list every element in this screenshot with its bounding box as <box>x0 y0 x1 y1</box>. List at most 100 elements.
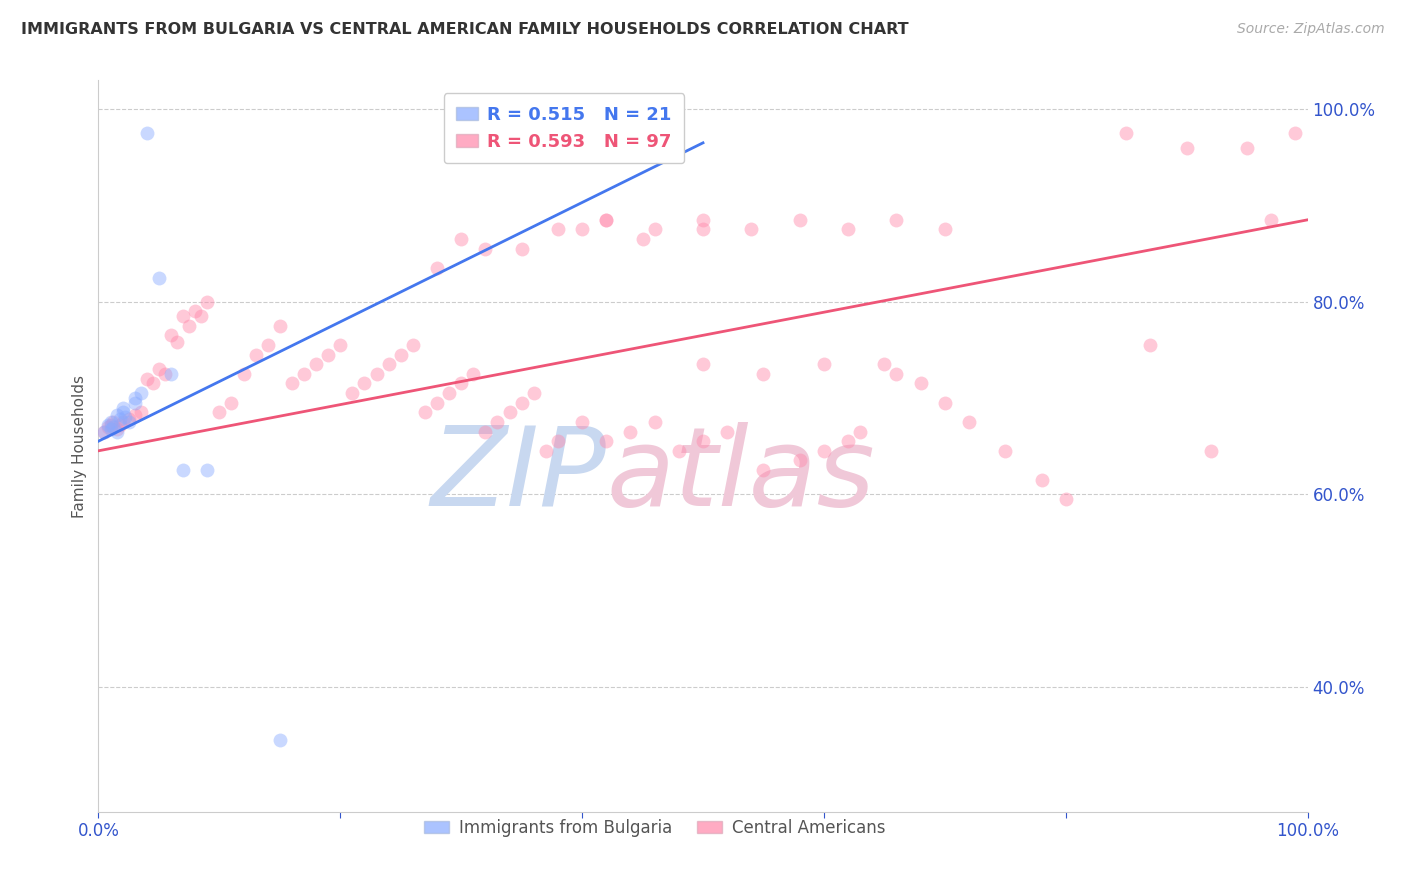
Point <box>692 222 714 236</box>
Point <box>148 270 170 285</box>
Point <box>148 362 170 376</box>
Point <box>118 415 141 429</box>
Point <box>752 463 775 477</box>
Point <box>232 367 254 381</box>
Point <box>450 376 472 391</box>
Point <box>692 434 714 449</box>
Point <box>269 318 291 333</box>
Point <box>1175 141 1198 155</box>
Y-axis label: Family Households: Family Households <box>72 375 87 517</box>
Point <box>595 434 617 449</box>
Point <box>437 386 460 401</box>
Point <box>752 367 775 381</box>
Point <box>100 417 122 432</box>
Point <box>172 309 194 323</box>
Point <box>486 415 509 429</box>
Point <box>281 376 304 391</box>
Point <box>426 395 449 409</box>
Point <box>910 376 932 391</box>
Point <box>108 412 131 426</box>
Point <box>97 417 120 432</box>
Point <box>934 395 956 409</box>
Point <box>366 367 388 381</box>
Point <box>105 422 128 436</box>
Point <box>886 212 908 227</box>
Point <box>547 434 569 449</box>
Point <box>329 338 352 352</box>
Point <box>142 376 165 391</box>
Point <box>111 415 134 429</box>
Point <box>135 126 157 140</box>
Point <box>135 371 157 385</box>
Point <box>190 309 212 323</box>
Point <box>813 357 835 371</box>
Point <box>160 367 183 381</box>
Point <box>873 357 896 371</box>
Point <box>1139 338 1161 352</box>
Point <box>619 425 641 439</box>
Point <box>93 425 115 439</box>
Point <box>389 347 412 362</box>
Point <box>1199 443 1222 458</box>
Point <box>644 415 666 429</box>
Point <box>474 242 496 256</box>
Point <box>402 338 425 352</box>
Point <box>1031 473 1053 487</box>
Point <box>595 212 617 227</box>
Point <box>124 391 146 405</box>
Point <box>129 405 152 419</box>
Point <box>377 357 399 371</box>
Point <box>547 222 569 236</box>
Text: ZIP: ZIP <box>430 422 606 529</box>
Point <box>179 318 201 333</box>
Point <box>93 425 115 439</box>
Point <box>668 443 690 458</box>
Point <box>450 232 472 246</box>
Point <box>172 463 194 477</box>
Legend: Immigrants from Bulgaria, Central Americans: Immigrants from Bulgaria, Central Americ… <box>418 813 893 844</box>
Point <box>1236 141 1258 155</box>
Point <box>316 347 339 362</box>
Point <box>305 357 328 371</box>
Point <box>789 212 811 227</box>
Point <box>105 425 128 439</box>
Point <box>837 434 859 449</box>
Point <box>571 415 593 429</box>
Point <box>463 367 485 381</box>
Point <box>292 367 315 381</box>
Point <box>221 395 243 409</box>
Point <box>101 419 124 434</box>
Point <box>100 415 122 429</box>
Text: Source: ZipAtlas.com: Source: ZipAtlas.com <box>1237 22 1385 37</box>
Point <box>101 415 124 429</box>
Point <box>994 443 1017 458</box>
Point <box>1115 126 1137 140</box>
Point <box>195 463 218 477</box>
Point <box>571 222 593 236</box>
Point <box>510 395 533 409</box>
Point <box>342 386 364 401</box>
Point <box>100 422 122 436</box>
Point <box>426 260 449 275</box>
Point <box>160 328 183 343</box>
Point <box>269 732 291 747</box>
Point <box>256 338 278 352</box>
Point <box>631 232 654 246</box>
Point <box>108 417 131 432</box>
Point <box>353 376 375 391</box>
Point <box>413 405 436 419</box>
Point <box>111 401 134 415</box>
Point <box>118 412 141 426</box>
Point <box>1284 126 1306 140</box>
Point <box>195 294 218 309</box>
Text: atlas: atlas <box>606 422 875 529</box>
Point <box>111 405 134 419</box>
Point <box>595 212 617 227</box>
Point <box>644 222 666 236</box>
Point <box>245 347 267 362</box>
Point <box>740 222 762 236</box>
Point <box>124 395 146 409</box>
Point <box>813 443 835 458</box>
Point <box>837 222 859 236</box>
Point <box>534 443 557 458</box>
